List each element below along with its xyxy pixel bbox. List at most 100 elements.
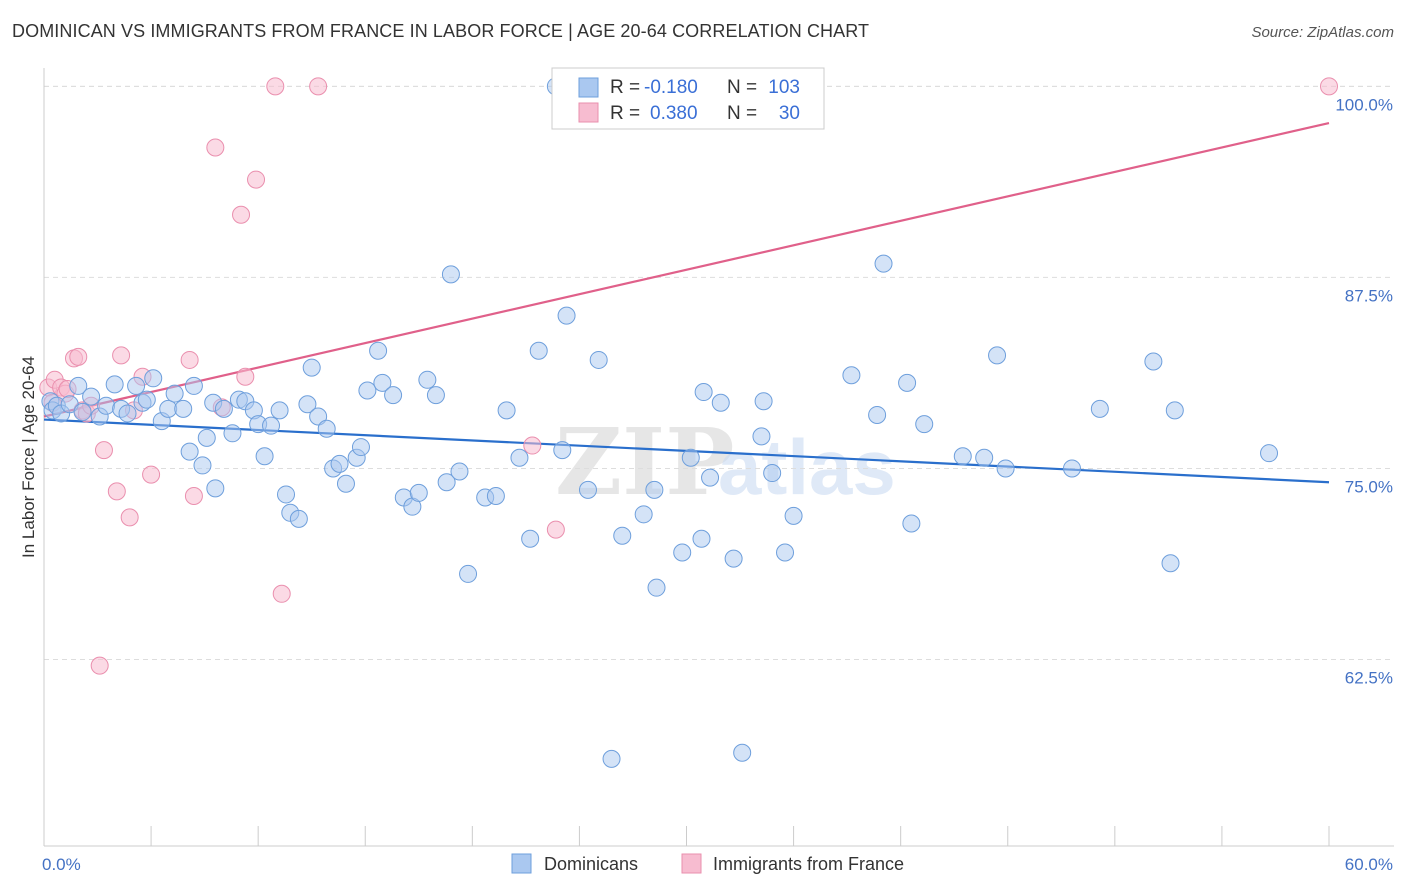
point-dominican bbox=[510, 448, 529, 467]
series-france-points bbox=[39, 77, 1338, 675]
legend-n-value-dominicans: 103 bbox=[768, 77, 800, 98]
legend-r-value-dominicans: -0.180 bbox=[644, 77, 698, 98]
point-dominican bbox=[369, 341, 388, 360]
legend-swatch-dominicans bbox=[578, 77, 599, 98]
point-dominican bbox=[692, 529, 711, 548]
point-dominican bbox=[553, 441, 572, 460]
point-france bbox=[309, 77, 328, 96]
point-dominican bbox=[874, 254, 893, 273]
point-dominican bbox=[902, 514, 921, 533]
point-dominican bbox=[776, 543, 795, 562]
point-dominican bbox=[613, 526, 632, 545]
point-dominican bbox=[105, 375, 124, 394]
point-france bbox=[112, 346, 131, 365]
point-dominican bbox=[127, 376, 146, 395]
point-dominican bbox=[289, 509, 308, 528]
point-dominican bbox=[602, 749, 621, 768]
legend-n-label-france: N = bbox=[727, 103, 757, 124]
point-dominican bbox=[336, 474, 355, 493]
point-dominican bbox=[184, 376, 203, 395]
point-france bbox=[272, 584, 291, 603]
point-dominican bbox=[69, 376, 88, 395]
watermark-zip: ZIP bbox=[555, 408, 734, 516]
point-dominican bbox=[137, 390, 156, 409]
point-dominican bbox=[673, 543, 692, 562]
point-dominican bbox=[309, 407, 328, 426]
point-dominican bbox=[589, 350, 608, 369]
point-dominican bbox=[634, 505, 653, 524]
point-dominican bbox=[358, 381, 377, 400]
point-dominican bbox=[450, 462, 469, 481]
point-dominican bbox=[441, 265, 460, 284]
point-dominican bbox=[97, 396, 116, 415]
point-dominican bbox=[351, 438, 370, 457]
point-dominican bbox=[953, 447, 972, 466]
point-dominican bbox=[255, 447, 274, 466]
point-dominican bbox=[277, 485, 296, 504]
legend-n-value-france: 30 bbox=[779, 103, 800, 124]
y-tick-label: 100.0% bbox=[1335, 95, 1393, 114]
point-dominican bbox=[996, 459, 1015, 478]
axes bbox=[43, 68, 1394, 847]
point-dominican bbox=[298, 395, 317, 414]
point-dominican bbox=[330, 454, 349, 473]
point-dominican bbox=[159, 399, 178, 418]
y-tick-label: 75.0% bbox=[1345, 477, 1393, 496]
point-dominican bbox=[459, 564, 478, 583]
point-france bbox=[94, 441, 113, 460]
y-tick-labels: 62.5% 75.0% 87.5% 100.0% bbox=[1335, 95, 1393, 687]
point-dominican bbox=[144, 369, 163, 388]
point-dominican bbox=[1144, 352, 1163, 371]
point-dominican bbox=[842, 366, 861, 385]
point-dominican bbox=[701, 468, 720, 487]
point-dominican bbox=[784, 506, 803, 525]
point-dominican bbox=[262, 416, 281, 435]
point-france bbox=[232, 205, 251, 224]
point-dominican bbox=[73, 402, 92, 421]
legend-bottom: Dominicans Immigrants from France bbox=[511, 853, 904, 874]
point-dominican bbox=[681, 448, 700, 467]
point-dominican bbox=[437, 473, 456, 492]
point-dominican bbox=[317, 419, 336, 438]
point-dominican bbox=[733, 743, 752, 762]
point-dominican bbox=[898, 373, 917, 392]
point-france bbox=[120, 508, 139, 527]
point-dominican bbox=[418, 370, 437, 389]
point-france bbox=[142, 465, 161, 484]
legend-r-label-dominicans: R = bbox=[610, 77, 640, 98]
point-dominican bbox=[193, 456, 212, 475]
point-dominican bbox=[409, 483, 428, 502]
watermark: ZIP atlas bbox=[555, 408, 896, 516]
point-dominican bbox=[486, 486, 505, 505]
point-dominican bbox=[82, 387, 101, 406]
point-dominican bbox=[214, 399, 233, 418]
point-dominican bbox=[197, 428, 216, 447]
point-dominican bbox=[497, 401, 516, 420]
point-dominican bbox=[1260, 444, 1279, 463]
legend-top: R = -0.180 N = 103 R = 0.380 N = 30 bbox=[551, 67, 825, 130]
legend-bottom-swatch-france bbox=[681, 853, 702, 874]
point-dominican bbox=[724, 549, 743, 568]
series-dominican-points bbox=[41, 77, 1279, 768]
point-france bbox=[1320, 77, 1338, 96]
point-france bbox=[523, 436, 542, 455]
chart-source: Source: ZipAtlas.com bbox=[1251, 24, 1394, 41]
point-dominican bbox=[206, 479, 225, 498]
point-dominican bbox=[988, 346, 1007, 365]
point-dominican bbox=[1063, 459, 1081, 478]
y-axis-label: In Labor Force | Age 20-64 bbox=[19, 356, 38, 558]
chart-title: DOMINICAN VS IMMIGRANTS FROM FRANCE IN L… bbox=[12, 21, 870, 41]
point-france bbox=[184, 486, 203, 505]
point-france bbox=[546, 520, 565, 539]
y-tick-label: 87.5% bbox=[1345, 286, 1393, 305]
point-dominican bbox=[578, 480, 597, 499]
point-dominican bbox=[647, 578, 666, 597]
point-france bbox=[266, 77, 285, 96]
point-france bbox=[90, 656, 109, 675]
point-dominican bbox=[763, 464, 782, 483]
legend-bottom-label-france: Immigrants from France bbox=[713, 854, 904, 874]
point-dominican bbox=[180, 442, 199, 461]
point-dominican bbox=[384, 386, 403, 405]
point-dominican bbox=[165, 384, 184, 403]
